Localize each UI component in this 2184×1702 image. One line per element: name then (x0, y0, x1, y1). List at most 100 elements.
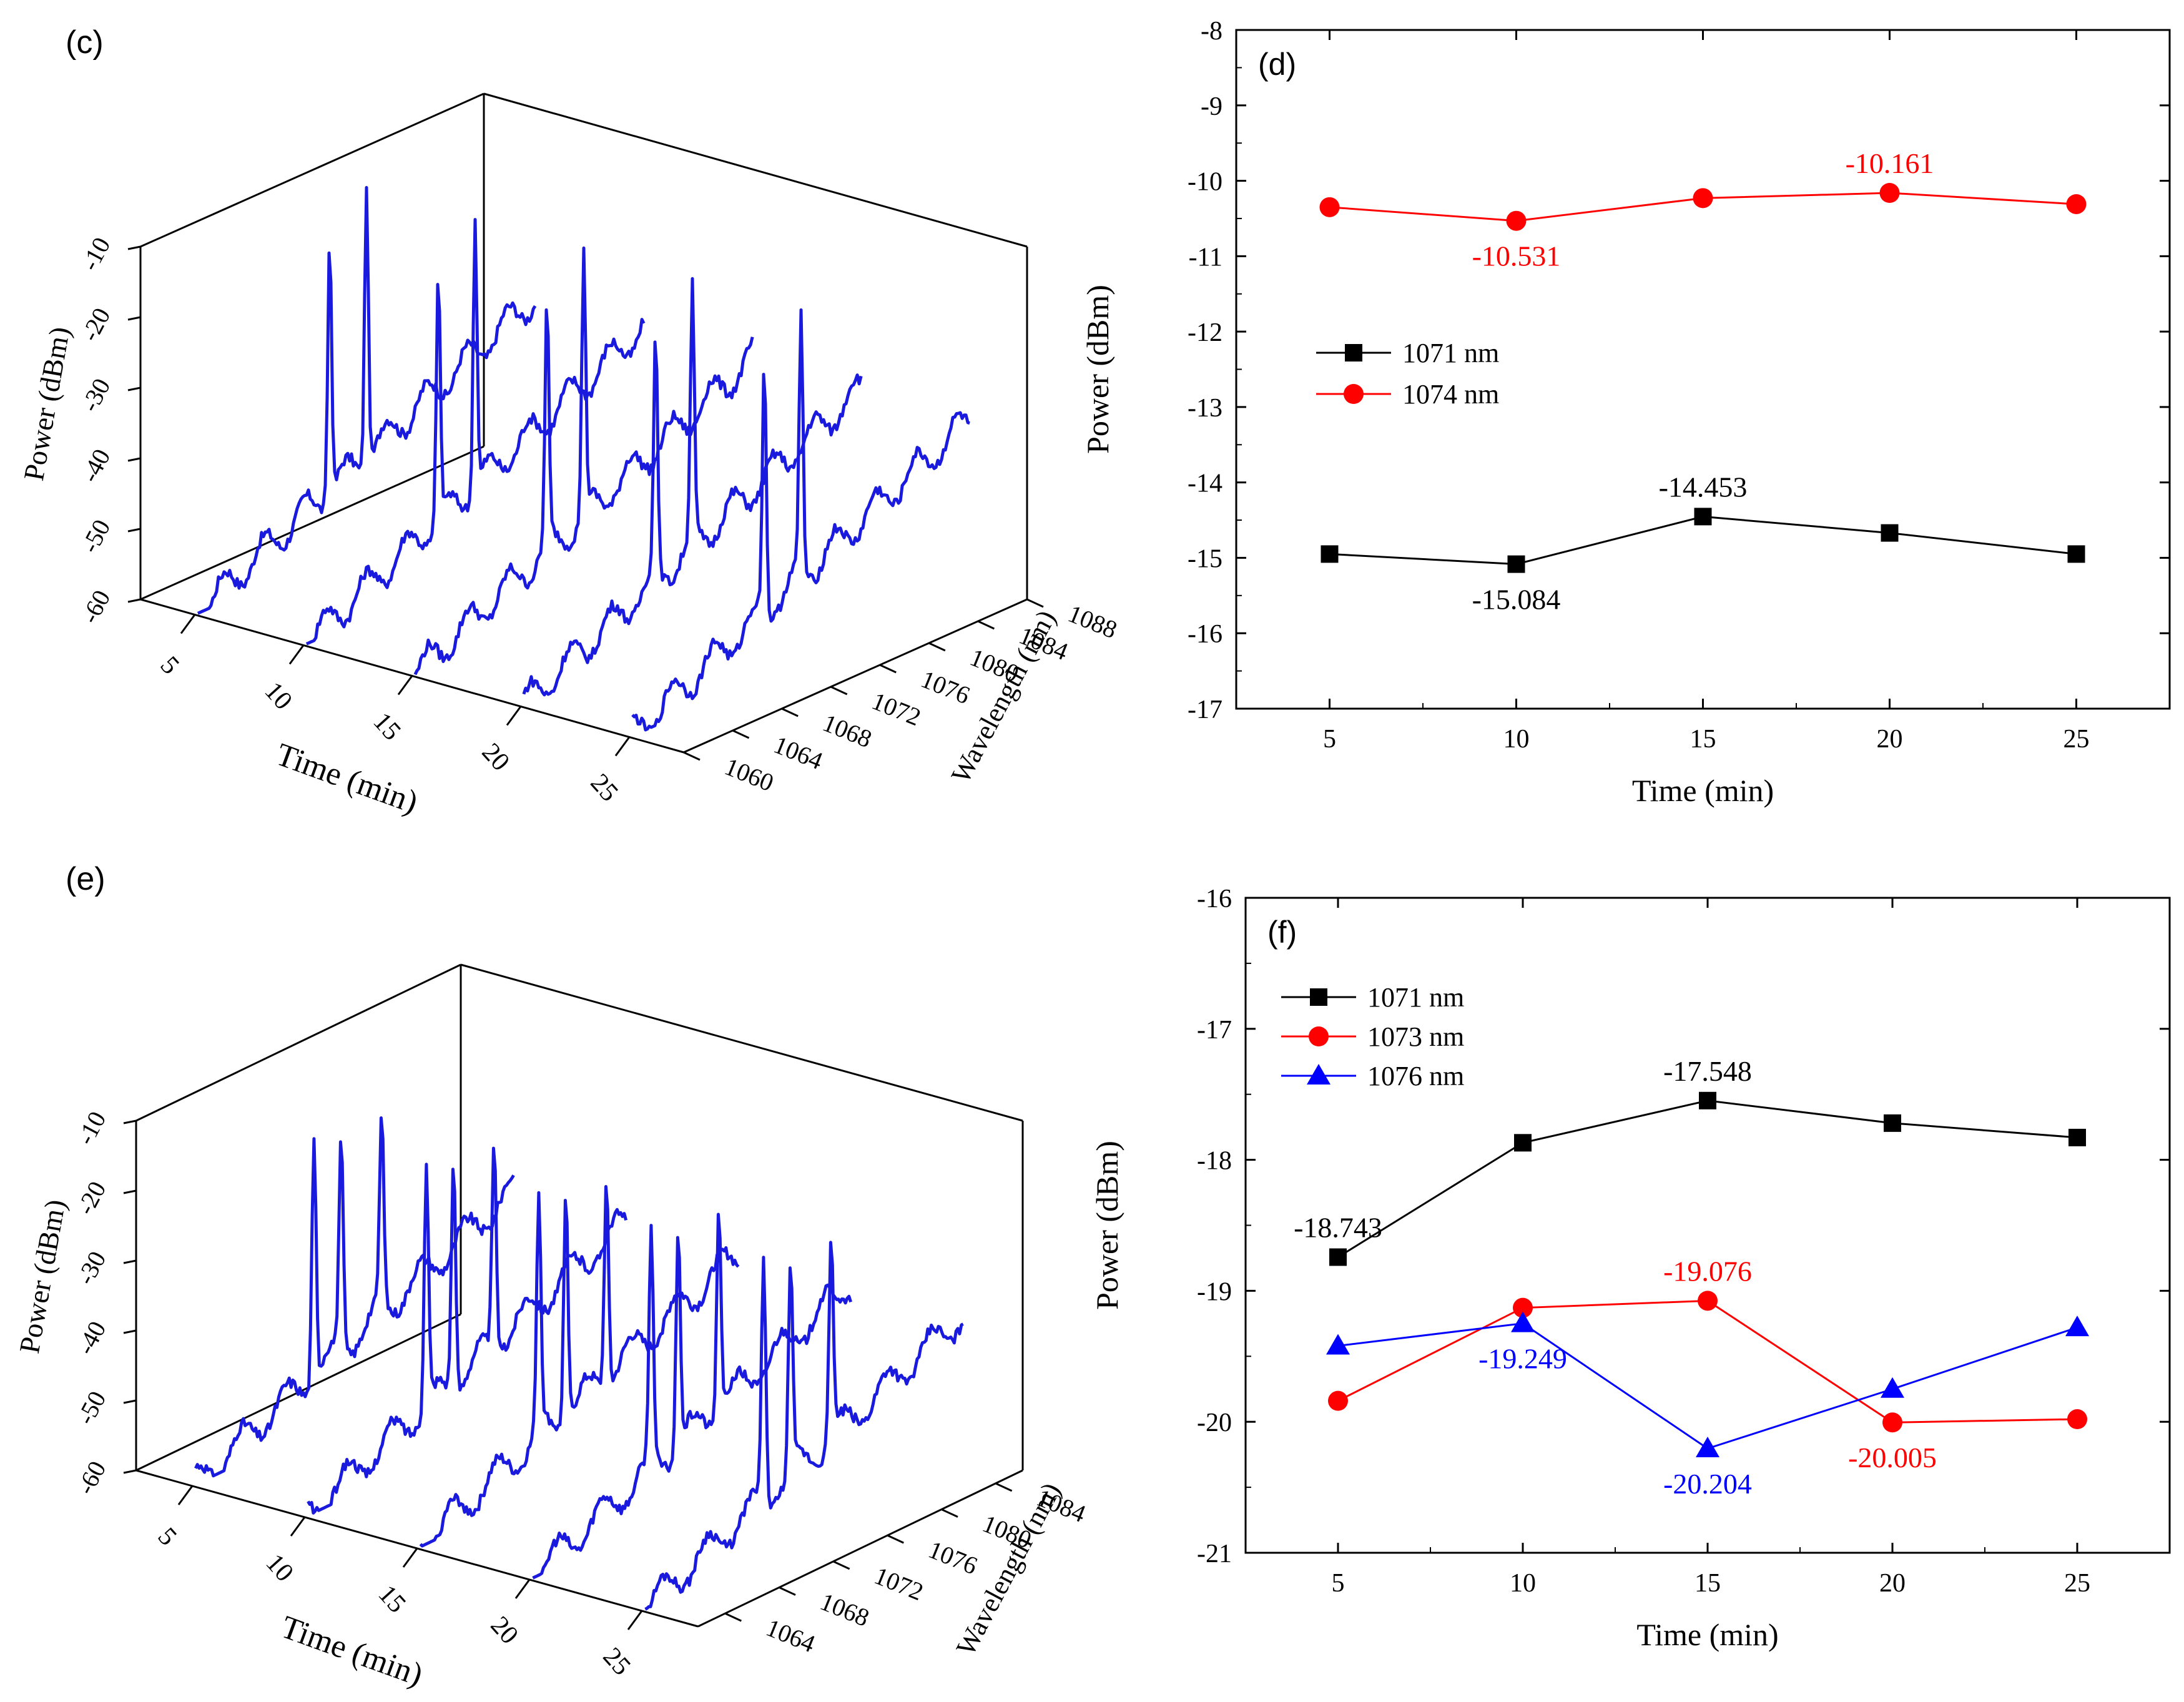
spectrum-trace-15min (419, 1185, 740, 1548)
data-label: -15.084 (1472, 584, 1561, 616)
wl-tick (683, 751, 701, 761)
time-tick (402, 1548, 418, 1568)
data-point (2066, 194, 2087, 214)
y-tick-label: -14 (1188, 470, 1222, 498)
y-tick-label: -21 (1197, 1540, 1232, 1568)
z-tick (127, 245, 141, 250)
y-tick-label: -16 (1188, 620, 1222, 649)
y-tick-label: -13 (1188, 394, 1222, 423)
data-point (1879, 183, 1900, 204)
box-edge (140, 445, 485, 601)
x-tick-label: 15 (1690, 725, 1716, 754)
y-tick-label: -10 (1188, 168, 1222, 197)
data-point (1513, 1297, 1533, 1318)
wl-tick (977, 620, 995, 630)
time-tick (627, 1610, 643, 1630)
data-point (1694, 508, 1712, 526)
x-tick-label: 5 (1323, 725, 1336, 754)
box-edge (683, 598, 1028, 754)
z-tick (127, 457, 141, 462)
legend-label: 1073 nm (1367, 1021, 1464, 1052)
box-edge (697, 1469, 1023, 1628)
x-axis-title: Time (min) (1636, 1617, 1778, 1652)
wl-tick (833, 1560, 850, 1570)
y-axis-title: Power (dBm) (1080, 285, 1115, 454)
data-point (1882, 1412, 1902, 1433)
time-tick (514, 1579, 531, 1599)
data-point (1884, 1114, 1901, 1132)
y-tick-label: -18 (1197, 1147, 1232, 1176)
panel-label: (d) (1258, 47, 1296, 82)
data-label: -19.076 (1663, 1255, 1752, 1287)
data-label: -20.204 (1663, 1468, 1752, 1500)
box-edge (135, 963, 461, 1122)
data-point (1699, 1091, 1716, 1109)
spectrum-trace-10min (307, 1146, 628, 1515)
data-point (1329, 1248, 1347, 1266)
x-tick-label: 20 (1877, 725, 1903, 754)
panel-label: (c) (66, 24, 104, 61)
legend-marker (1307, 1064, 1331, 1085)
data-point (1698, 1291, 1718, 1311)
data-point (1319, 197, 1340, 217)
legend-label: 1074 nm (1402, 379, 1499, 410)
data-point (2067, 545, 2085, 563)
data-point (1693, 188, 1713, 209)
x-tick-label: 5 (1332, 1569, 1345, 1598)
y-tick-label: -17 (1197, 1016, 1232, 1045)
wl-tick (732, 729, 750, 739)
wl-tick (1026, 598, 1044, 608)
data-point (1696, 1436, 1719, 1457)
data-point (1321, 545, 1339, 563)
legend-label: 1076 nm (1367, 1061, 1464, 1091)
data-point (1514, 1134, 1532, 1152)
legend-marker (1345, 344, 1362, 362)
y-tick-label: -9 (1201, 92, 1222, 121)
z-tick (123, 1329, 137, 1334)
y-tick-label: -19 (1197, 1277, 1232, 1306)
legend-marker (1344, 384, 1364, 404)
box-edge (140, 92, 485, 248)
legend-label: 1071 nm (1402, 338, 1499, 368)
data-label: -19.249 (1478, 1343, 1567, 1375)
z-tick (127, 528, 141, 533)
y-tick-label: -8 (1201, 17, 1222, 46)
z-tick (127, 598, 141, 603)
y-tick-label: -12 (1188, 318, 1222, 347)
data-point (1326, 1334, 1350, 1355)
x-tick-label: 20 (1879, 1569, 1906, 1598)
time-tick (180, 614, 196, 634)
data-point (2067, 1409, 2087, 1430)
legend-marker (1310, 988, 1327, 1006)
z-tick (127, 386, 141, 391)
y-tick-label: -17 (1188, 696, 1222, 724)
data-point (1328, 1390, 1348, 1411)
wl-tick (995, 1482, 1013, 1492)
time-tick (177, 1485, 194, 1505)
wl-tick (879, 664, 897, 674)
legend-marker (1309, 1026, 1329, 1046)
x-tick-label: 10 (1503, 725, 1530, 754)
x-axis-title: Time (min) (1632, 773, 1774, 808)
time-tick (614, 736, 631, 757)
time-tick (290, 1517, 306, 1537)
box-edge (460, 963, 1023, 1122)
data-point (1881, 1377, 1904, 1398)
time-tick (397, 675, 413, 696)
wl-tick (928, 642, 946, 652)
data-label: -10.161 (1846, 147, 1934, 179)
data-point (2068, 1128, 2086, 1146)
spectrum-trace-5min (194, 1116, 515, 1478)
data-point (1507, 555, 1525, 573)
z-tick (123, 1189, 137, 1194)
spectrum-trace-25min (644, 1241, 964, 1611)
y-tick-label: -15 (1188, 544, 1222, 573)
spectrum-trace-20min (532, 1213, 852, 1580)
z-tick (123, 1259, 137, 1264)
wl-tick (887, 1534, 904, 1544)
wl-tick (724, 1612, 742, 1622)
y-tick-label: -20 (1197, 1409, 1232, 1437)
panel-label: (e) (66, 861, 106, 897)
time-tick (506, 706, 522, 726)
